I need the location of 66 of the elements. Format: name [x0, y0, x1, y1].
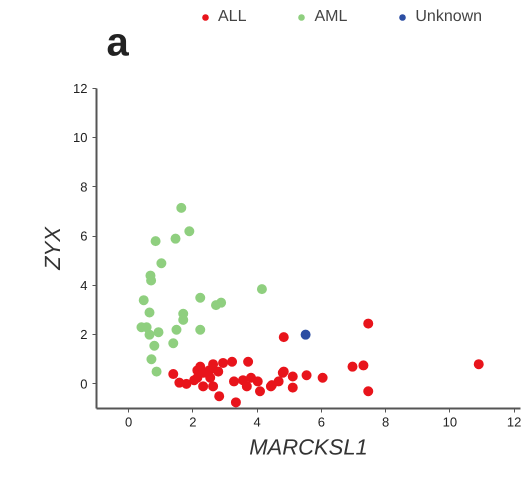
- point: [288, 372, 298, 382]
- point: [195, 324, 206, 335]
- point: [242, 381, 252, 392]
- legend-label: Unknown: [415, 8, 482, 26]
- point: [138, 295, 149, 306]
- point: [214, 391, 224, 402]
- point: [181, 378, 192, 389]
- y-tick-label: 8: [80, 179, 88, 194]
- x-tick-label: 8: [382, 414, 390, 430]
- point: [300, 330, 311, 340]
- point: [228, 376, 239, 386]
- point: [288, 382, 298, 393]
- point: [149, 340, 160, 351]
- point: [252, 376, 263, 386]
- point: [363, 318, 374, 329]
- point: [474, 359, 484, 370]
- point: [208, 381, 218, 392]
- point: [168, 338, 178, 348]
- point: [227, 356, 238, 367]
- point: [230, 397, 241, 408]
- point: [156, 258, 166, 268]
- point: [243, 356, 254, 367]
- y-tick-label: 12: [73, 81, 88, 96]
- point: [153, 327, 164, 338]
- point: [198, 381, 208, 392]
- point: [152, 366, 162, 377]
- point: [213, 366, 224, 377]
- y-tick-label: 2: [80, 327, 88, 342]
- point: [358, 360, 368, 370]
- point: [150, 236, 161, 246]
- point: [144, 330, 154, 340]
- point: [363, 386, 374, 396]
- y-tick-label: 10: [73, 130, 88, 146]
- x-tick-label: 10: [442, 414, 458, 430]
- y-tick-label: 6: [80, 228, 88, 244]
- point: [195, 292, 206, 303]
- point: [205, 372, 216, 383]
- x-tick-label: 6: [318, 414, 325, 430]
- point: [256, 284, 267, 294]
- point: [144, 308, 154, 318]
- point: [318, 372, 328, 383]
- x-tick-label: 12: [506, 414, 522, 430]
- point: [170, 234, 181, 244]
- x-tick-label: 2: [189, 414, 196, 430]
- point: [184, 226, 194, 236]
- point: [278, 332, 289, 342]
- point: [176, 202, 186, 213]
- legend-label: ALL: [218, 8, 246, 26]
- y-axis-title: ZYX: [40, 226, 66, 271]
- legend-label: AML: [314, 8, 348, 26]
- point: [254, 386, 265, 396]
- point: [208, 359, 218, 370]
- point: [216, 298, 226, 308]
- y-tick-label: 4: [80, 278, 88, 293]
- point: [168, 369, 178, 380]
- point: [192, 372, 202, 383]
- point: [171, 324, 182, 335]
- point: [218, 358, 228, 368]
- x-axis-title: MARCKSL1: [249, 434, 368, 460]
- y-tick-label: 0: [80, 376, 88, 392]
- x-tick-label: 0: [125, 414, 132, 430]
- text: a: [106, 20, 130, 64]
- point: [146, 354, 156, 364]
- x-tick-label: 4: [253, 414, 261, 430]
- point: [348, 362, 358, 372]
- point: [302, 370, 312, 380]
